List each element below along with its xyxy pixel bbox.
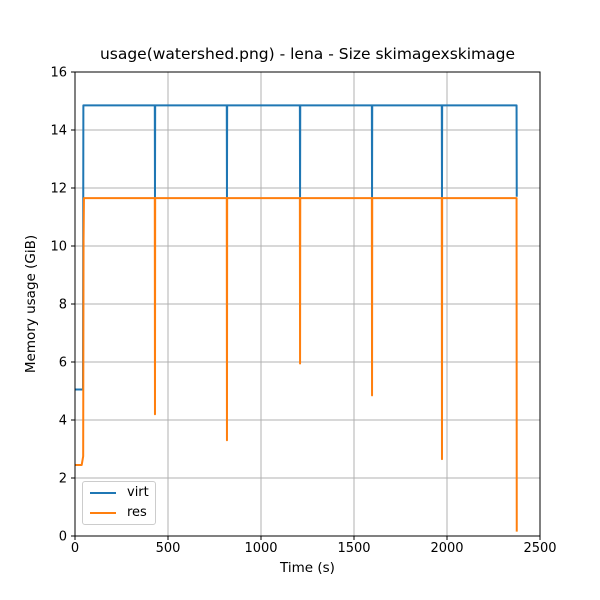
legend-item-res: res [90,505,155,521]
y-tick-label: 10 [50,240,67,255]
y-tick-label: 2 [59,472,67,487]
y-tick-label: 6 [59,356,67,371]
series-virt-line [75,104,518,391]
legend-label-virt: virt [127,485,149,500]
y-tick-label: 14 [50,124,67,139]
res-line-swatch [90,512,116,514]
x-tick-label: 1500 [337,541,370,556]
series-res-line [75,197,518,532]
x-tick-label: 2000 [430,541,463,556]
chart-title: usage(watershed.png) - lena - Size skima… [99,45,516,63]
y-tick-label: 12 [50,182,67,197]
y-tick-label: 16 [50,66,67,81]
virt-line-swatch [90,492,116,494]
y-tick-label: 8 [59,298,67,313]
legend: virt res [82,481,156,525]
x-tick-label: 500 [156,541,181,556]
legend-item-virt: virt [90,485,155,501]
legend-label-res: res [127,505,147,520]
x-tick-label: 2500 [523,541,556,556]
x-tick-label: 0 [71,541,79,556]
x-axis-label: Time (s) [280,560,335,576]
x-tick-label: 1000 [244,541,277,556]
y-tick-label: 4 [59,414,67,429]
y-tick-label: 0 [59,530,67,545]
